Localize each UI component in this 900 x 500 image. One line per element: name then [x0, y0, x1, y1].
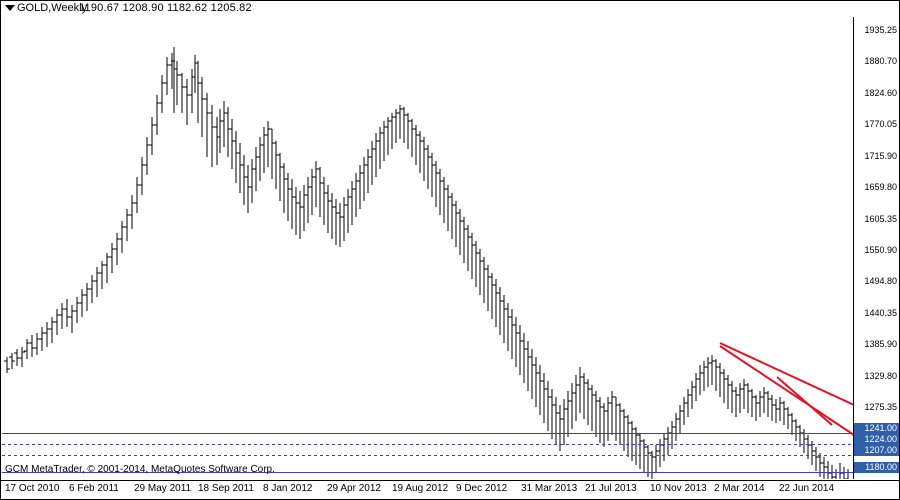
price-scale[interactable]: 1935.25 1880.70 1824.60 1770.05 1715.90 1659.…: [853, 17, 899, 479]
trendlines-group: [719, 342, 854, 436]
chart-plot-area[interactable]: [2, 17, 854, 479]
time-tick-label: 19 Aug 2012: [392, 483, 449, 494]
upper-descending-trendline[interactable]: [719, 342, 854, 406]
time-tick-label: 9 Dec 2012: [456, 483, 508, 494]
copyright-label: GCM MetaTrader, © 2001-2014, MetaQuotes …: [5, 464, 275, 475]
price-tick-label: 1329.80: [864, 370, 897, 381]
price-tick-label: 1659.80: [864, 182, 897, 193]
price-level-tag[interactable]: 1224.00: [854, 434, 899, 445]
price-tick-label: 1275.35: [864, 402, 897, 413]
time-tick-label: 18 Sep 2011: [198, 483, 254, 494]
price-tick-label: 1440.35: [864, 307, 897, 318]
price-tick-label: 1935.25: [864, 25, 897, 35]
price-tick-label: 1605.35: [864, 213, 897, 224]
price-level-tag[interactable]: 1180.00: [854, 462, 899, 473]
triangle-down-icon[interactable]: [5, 5, 15, 11]
time-tick-label: 21 Jul 2013: [585, 483, 637, 494]
time-tick-label: 29 May 2011: [134, 483, 192, 494]
time-axis: 17 Oct 2010 6 Feb 2011 29 May 2011 18 Sep 2…: [1, 480, 899, 499]
price-level-tag[interactable]: 1241.00: [854, 423, 899, 434]
time-tick-label: 10 Nov 2013: [650, 483, 707, 494]
time-tick-label: 22 Jun 2014: [779, 483, 835, 494]
price-tick-label: 1770.05: [864, 119, 897, 130]
price-tick-label: 1550.90: [864, 245, 897, 255]
chart-header: GOLD,Weekly 1190.67 1208.90 1182.62 1205…: [1, 1, 899, 17]
price-tick-label: 1385.90: [864, 339, 897, 350]
time-tick-label: 17 Oct 2010: [5, 483, 60, 494]
candlestick-series: [2, 47, 854, 479]
symbol-label: GOLD,Weekly: [17, 2, 88, 14]
time-tick-label: 6 Feb 2011: [69, 483, 119, 494]
horizontal-levels-group: [2, 433, 854, 473]
lower-descending-trendline[interactable]: [719, 345, 854, 436]
price-tick-label: 1715.90: [864, 150, 897, 161]
price-tick-label: 1824.60: [864, 87, 897, 98]
price-tick-label: 1494.80: [864, 276, 897, 287]
candles-group: [4, 47, 849, 479]
time-tick-label: 31 Mar 2013: [521, 483, 578, 494]
price-tick-label: 1880.70: [864, 56, 897, 67]
time-tick-label: 2 Mar 2014: [714, 483, 765, 494]
price-level-tag[interactable]: 1207.00: [854, 445, 899, 456]
time-tick-label: 29 Apr 2012: [327, 483, 381, 494]
short-descending-trendline[interactable]: [776, 376, 833, 426]
time-tick-label: 8 Jan 2012: [263, 483, 313, 494]
ohlc-quotes: 1190.67 1208.90 1182.62 1205.82: [79, 2, 252, 14]
